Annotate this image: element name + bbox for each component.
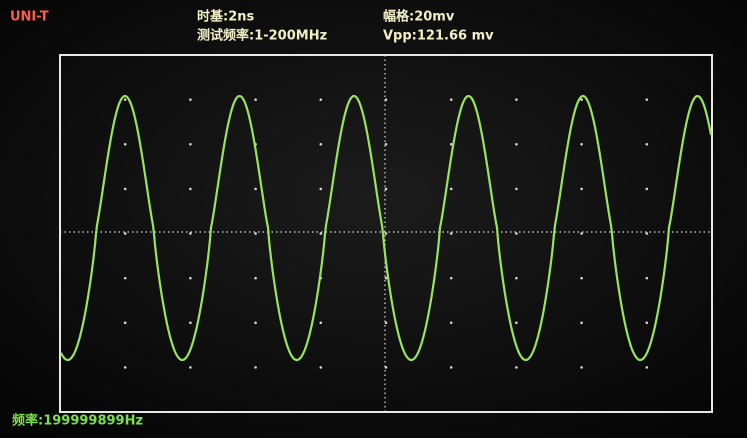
graticule-dot xyxy=(385,98,388,101)
graticule-dot xyxy=(254,98,257,101)
graticule-dot xyxy=(646,232,649,235)
graticule-dot xyxy=(124,366,127,369)
graticule-dot xyxy=(515,232,518,235)
graticule-dot xyxy=(124,232,127,235)
scale-label: 幅格:20mv xyxy=(383,9,455,25)
graticule-dot xyxy=(254,277,257,280)
graticule-dot xyxy=(320,98,323,101)
frequency-readout: 频率:199999899Hz xyxy=(12,413,143,429)
graticule-dot xyxy=(385,366,388,369)
graticule-dot xyxy=(254,366,257,369)
vpp-label: Vpp:121.66 mv xyxy=(383,29,494,44)
graticule-dot xyxy=(320,366,323,369)
graticule-dot xyxy=(450,232,453,235)
screen-background xyxy=(0,0,747,438)
graticule-dot xyxy=(385,232,388,235)
graticule-dot xyxy=(189,188,192,191)
graticule-dot xyxy=(580,366,583,369)
graticule-dot xyxy=(320,232,323,235)
graticule-dot xyxy=(515,366,518,369)
oscilloscope-screen: UNI-T 时基:2ns 测试频率:1-200MHz 幅格:20mv Vpp:1… xyxy=(0,0,747,438)
graticule-dot xyxy=(646,321,649,324)
graticule-dot xyxy=(124,188,127,191)
graticule-dot xyxy=(515,143,518,146)
graticule-dot xyxy=(385,143,388,146)
graticule-dot xyxy=(580,232,583,235)
graticule-dot xyxy=(124,143,127,146)
graticule-dot xyxy=(580,277,583,280)
graticule-dot xyxy=(254,188,257,191)
graticule-dot xyxy=(450,366,453,369)
graticule-dot xyxy=(385,321,388,324)
graticule-dot xyxy=(646,366,649,369)
graticule-dot xyxy=(646,277,649,280)
graticule-dot xyxy=(385,188,388,191)
timebase-label: 时基:2ns xyxy=(197,9,254,25)
graticule-dot xyxy=(646,188,649,191)
brand-label: UNI-T xyxy=(10,10,49,25)
graticule-dot xyxy=(320,188,323,191)
graticule-dot xyxy=(189,232,192,235)
graticule-dot xyxy=(189,366,192,369)
graticule-dot xyxy=(515,188,518,191)
graticule-dot xyxy=(320,143,323,146)
graticule-dot xyxy=(124,98,127,101)
graticule-dot xyxy=(580,143,583,146)
graticule-dot xyxy=(580,188,583,191)
graticule-dot xyxy=(646,98,649,101)
graticule-dot xyxy=(320,321,323,324)
graticule-dot xyxy=(189,98,192,101)
graticule-dot xyxy=(580,321,583,324)
graticule-dot xyxy=(646,143,649,146)
graticule-dot xyxy=(254,232,257,235)
page: UNI-T 时基:2ns 测试频率:1-200MHz 幅格:20mv Vpp:1… xyxy=(0,0,747,438)
graticule-dot xyxy=(189,143,192,146)
graticule-dot xyxy=(124,277,127,280)
graticule-dot xyxy=(450,98,453,101)
graticule-dot xyxy=(124,321,127,324)
graticule-dot xyxy=(515,321,518,324)
graticule-dot xyxy=(450,277,453,280)
graticule-dot xyxy=(450,321,453,324)
test-frequency-label: 测试频率:1-200MHz xyxy=(197,28,327,44)
graticule-dot xyxy=(515,277,518,280)
graticule-dot xyxy=(189,277,192,280)
graticule-dot xyxy=(515,98,518,101)
graticule-dot xyxy=(189,321,192,324)
graticule-dot xyxy=(254,321,257,324)
graticule-dot xyxy=(450,188,453,191)
